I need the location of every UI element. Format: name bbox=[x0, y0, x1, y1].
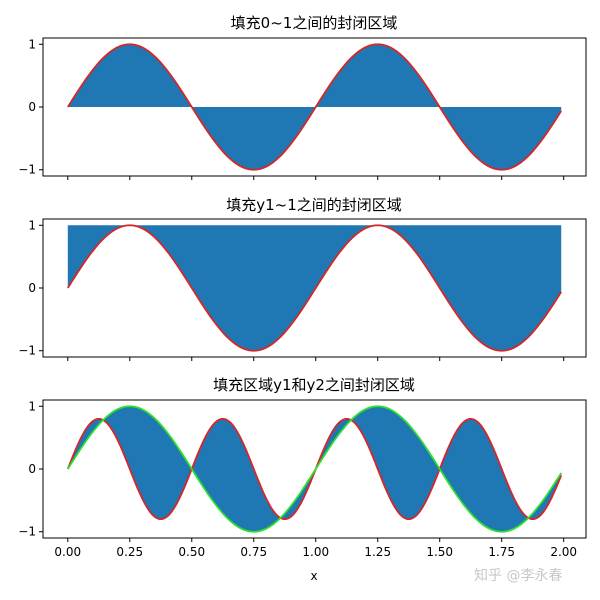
x-tick-label: 2.00 bbox=[550, 545, 577, 559]
fill-area bbox=[67, 44, 562, 170]
x-tick-label: 0.00 bbox=[54, 545, 81, 559]
y-tick-label: −1 bbox=[18, 344, 36, 358]
x-tick-label: 1.75 bbox=[488, 545, 515, 559]
series-line-1 bbox=[67, 43, 562, 171]
subplot-1-title: 填充0~1之间的封闭区域 bbox=[231, 14, 398, 32]
subplot-3: 填充区域y1和y2之间封闭区域 1 0 −1 0.00 0.25 0.50 0.75 1.00… bbox=[18, 376, 587, 583]
subplot-3-title: 填充区域y1和y2之间封闭区域 bbox=[213, 376, 415, 394]
x-tick-label: 1.25 bbox=[364, 545, 391, 559]
subplot-2-title: 填充y1~1之间的封闭区域 bbox=[226, 196, 402, 214]
subplot-1: 填充0~1之间的封闭区域 1 0 −1 bbox=[18, 14, 587, 180]
subplot-2: 填充y1~1之间的封闭区域 1 0 −1 bbox=[18, 196, 587, 361]
x-tick-label: 1.50 bbox=[426, 545, 453, 559]
fill-area bbox=[67, 406, 562, 532]
y-tick-label: 1 bbox=[28, 37, 36, 51]
y-tick-label: 0 bbox=[28, 462, 36, 476]
y-tick-label: 1 bbox=[28, 218, 36, 232]
y-tick-label: 0 bbox=[28, 281, 36, 295]
y-tick-label: 0 bbox=[28, 100, 36, 114]
y-tick-label: −1 bbox=[18, 525, 36, 539]
y-tick-label: −1 bbox=[18, 163, 36, 177]
series-line-1 bbox=[67, 224, 562, 352]
fill-area bbox=[67, 225, 562, 351]
y-tick-label: 1 bbox=[28, 399, 36, 413]
x-tick-label: 0.75 bbox=[240, 545, 267, 559]
x-tick-label: 0.25 bbox=[116, 545, 143, 559]
watermark: 知乎 @李永春 bbox=[474, 567, 562, 584]
series-line-2 bbox=[67, 405, 562, 533]
x-tick-label: 0.50 bbox=[178, 545, 205, 559]
x-axis-label: x bbox=[310, 569, 317, 583]
x-tick-label: 1.00 bbox=[302, 545, 329, 559]
